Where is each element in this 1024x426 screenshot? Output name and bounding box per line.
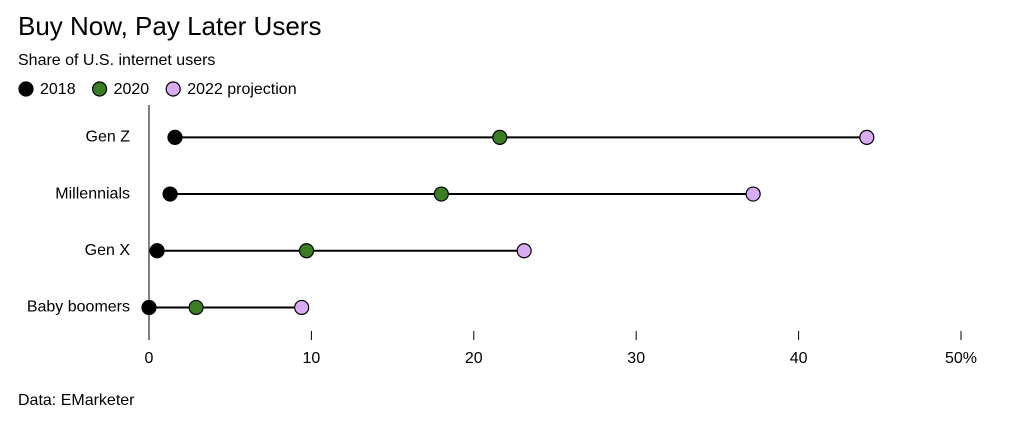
dot [162, 186, 178, 202]
legend-label: 2018 [40, 81, 76, 98]
legend-marker [165, 81, 181, 97]
x-tick-label: 30 [627, 350, 645, 367]
category-label: Millennials [55, 185, 130, 202]
x-tick-label: 50% [945, 350, 977, 367]
x-tick-label: 40 [790, 350, 808, 367]
category-label: Baby boomers [27, 299, 130, 316]
chart-title: Buy Now, Pay Later Users [18, 11, 321, 41]
dot [167, 129, 183, 145]
legend-marker [18, 81, 34, 97]
legend-label: 2022 projection [187, 81, 296, 98]
dot [149, 243, 165, 259]
x-tick-label: 20 [465, 350, 483, 367]
legend-marker [91, 81, 108, 97]
dot [492, 129, 508, 145]
chart-subtitle: Share of U.S. internet users [18, 52, 215, 69]
dot [298, 243, 315, 259]
dot [433, 186, 449, 202]
dot [294, 299, 310, 316]
source: Data: EMarketer [18, 392, 135, 409]
legend-label: 2020 [114, 81, 150, 98]
category-label: Gen X [85, 242, 131, 259]
x-tick-label: 0 [145, 350, 154, 367]
category-label: Gen Z [86, 129, 131, 146]
dot [745, 186, 761, 202]
dot [188, 299, 204, 316]
x-tick-label: 10 [303, 350, 321, 367]
dot [141, 299, 157, 316]
dot [859, 129, 875, 145]
dot [516, 243, 532, 259]
